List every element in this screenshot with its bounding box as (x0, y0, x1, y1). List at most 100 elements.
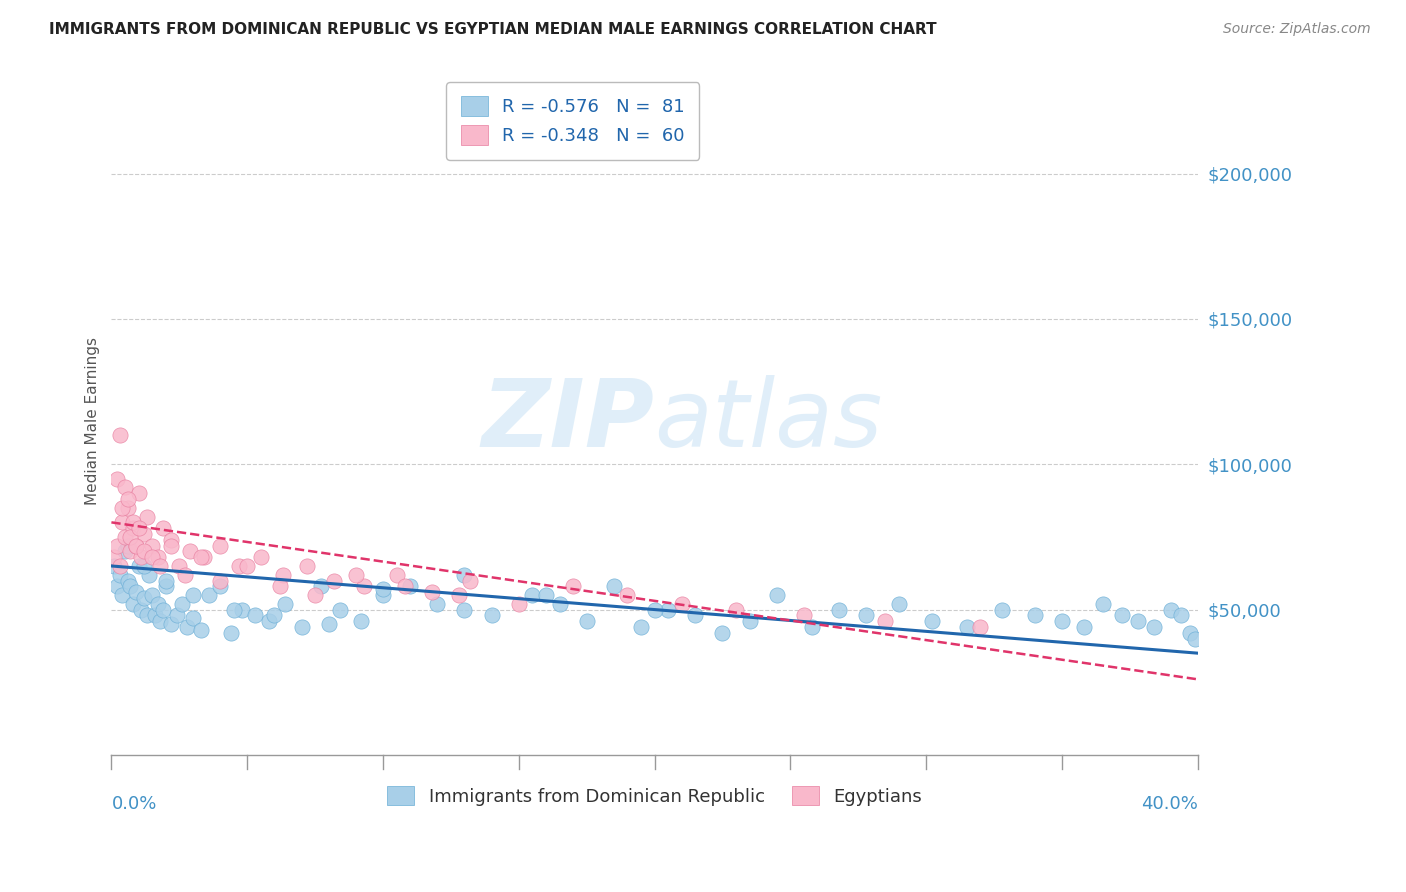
Point (304, 588, 326, 602)
Point (111, 500, 134, 515)
Point (1178, 625, 1201, 640)
Point (222, 602, 245, 616)
Point (117, 574, 139, 588)
Point (190, 623, 212, 637)
Point (1184, 632, 1206, 646)
Point (122, 597, 145, 611)
Point (152, 521, 174, 535)
Point (125, 585, 148, 599)
Point (453, 567, 475, 582)
Point (120, 530, 142, 544)
Point (323, 574, 346, 588)
Point (179, 544, 201, 558)
Point (956, 620, 979, 634)
Y-axis label: Median Male Earnings: Median Male Earnings (86, 336, 100, 505)
Point (1091, 597, 1114, 611)
Point (269, 579, 291, 593)
Point (1160, 602, 1182, 616)
Point (426, 597, 449, 611)
Point (155, 574, 177, 588)
Point (117, 539, 139, 553)
Point (290, 620, 312, 634)
Point (295, 558, 318, 573)
Point (120, 544, 142, 558)
Point (108, 428, 131, 442)
Point (114, 544, 136, 558)
Point (128, 558, 150, 573)
Point (105, 579, 128, 593)
Point (228, 558, 250, 573)
Point (132, 558, 155, 573)
Point (108, 567, 131, 582)
Point (146, 550, 169, 565)
Point (562, 579, 585, 593)
Point (105, 472, 128, 486)
Point (274, 597, 297, 611)
Point (257, 614, 280, 628)
Point (198, 588, 221, 602)
Point (173, 567, 195, 582)
Point (209, 539, 232, 553)
Point (138, 567, 160, 582)
Point (458, 574, 481, 588)
Point (1143, 620, 1166, 634)
Point (350, 614, 373, 628)
Text: ZIP: ZIP (482, 375, 655, 467)
Point (181, 588, 204, 602)
Point (685, 608, 707, 623)
Point (575, 614, 598, 628)
Point (801, 620, 824, 634)
Point (828, 602, 851, 616)
Point (193, 550, 215, 565)
Point (765, 588, 787, 602)
Point (887, 597, 910, 611)
Point (143, 608, 166, 623)
Point (447, 588, 470, 602)
Point (657, 602, 679, 616)
Point (875, 614, 897, 628)
Legend: Immigrants from Dominican Republic, Egyptians: Immigrants from Dominican Republic, Egyp… (380, 779, 929, 813)
Point (318, 617, 340, 632)
Point (132, 527, 155, 541)
Point (103, 558, 125, 573)
Point (263, 608, 285, 623)
Point (394, 579, 416, 593)
Point (103, 550, 125, 565)
Point (176, 620, 198, 634)
Point (855, 608, 877, 623)
Point (114, 530, 136, 544)
Point (548, 597, 571, 611)
Point (236, 558, 259, 573)
Point (149, 558, 172, 573)
Point (1126, 614, 1149, 628)
Point (169, 558, 191, 573)
Point (249, 550, 271, 565)
Point (128, 521, 150, 535)
Point (1050, 614, 1073, 628)
Point (160, 539, 183, 553)
Point (231, 602, 253, 616)
Point (245, 608, 267, 623)
Point (725, 602, 748, 616)
Point (146, 597, 169, 611)
Point (149, 614, 172, 628)
Point (114, 481, 136, 495)
Point (181, 611, 204, 625)
Point (129, 550, 152, 565)
Point (209, 574, 232, 588)
Point (271, 567, 294, 582)
Point (135, 608, 157, 623)
Point (353, 579, 375, 593)
Point (603, 579, 626, 593)
Text: 0.0%: 0.0% (111, 795, 157, 813)
Point (105, 539, 128, 553)
Point (160, 533, 183, 547)
Point (793, 608, 815, 623)
Text: atlas: atlas (655, 376, 883, 467)
Point (991, 602, 1014, 616)
Point (117, 500, 139, 515)
Point (1111, 608, 1133, 623)
Point (141, 588, 163, 602)
Point (616, 588, 638, 602)
Point (385, 567, 408, 582)
